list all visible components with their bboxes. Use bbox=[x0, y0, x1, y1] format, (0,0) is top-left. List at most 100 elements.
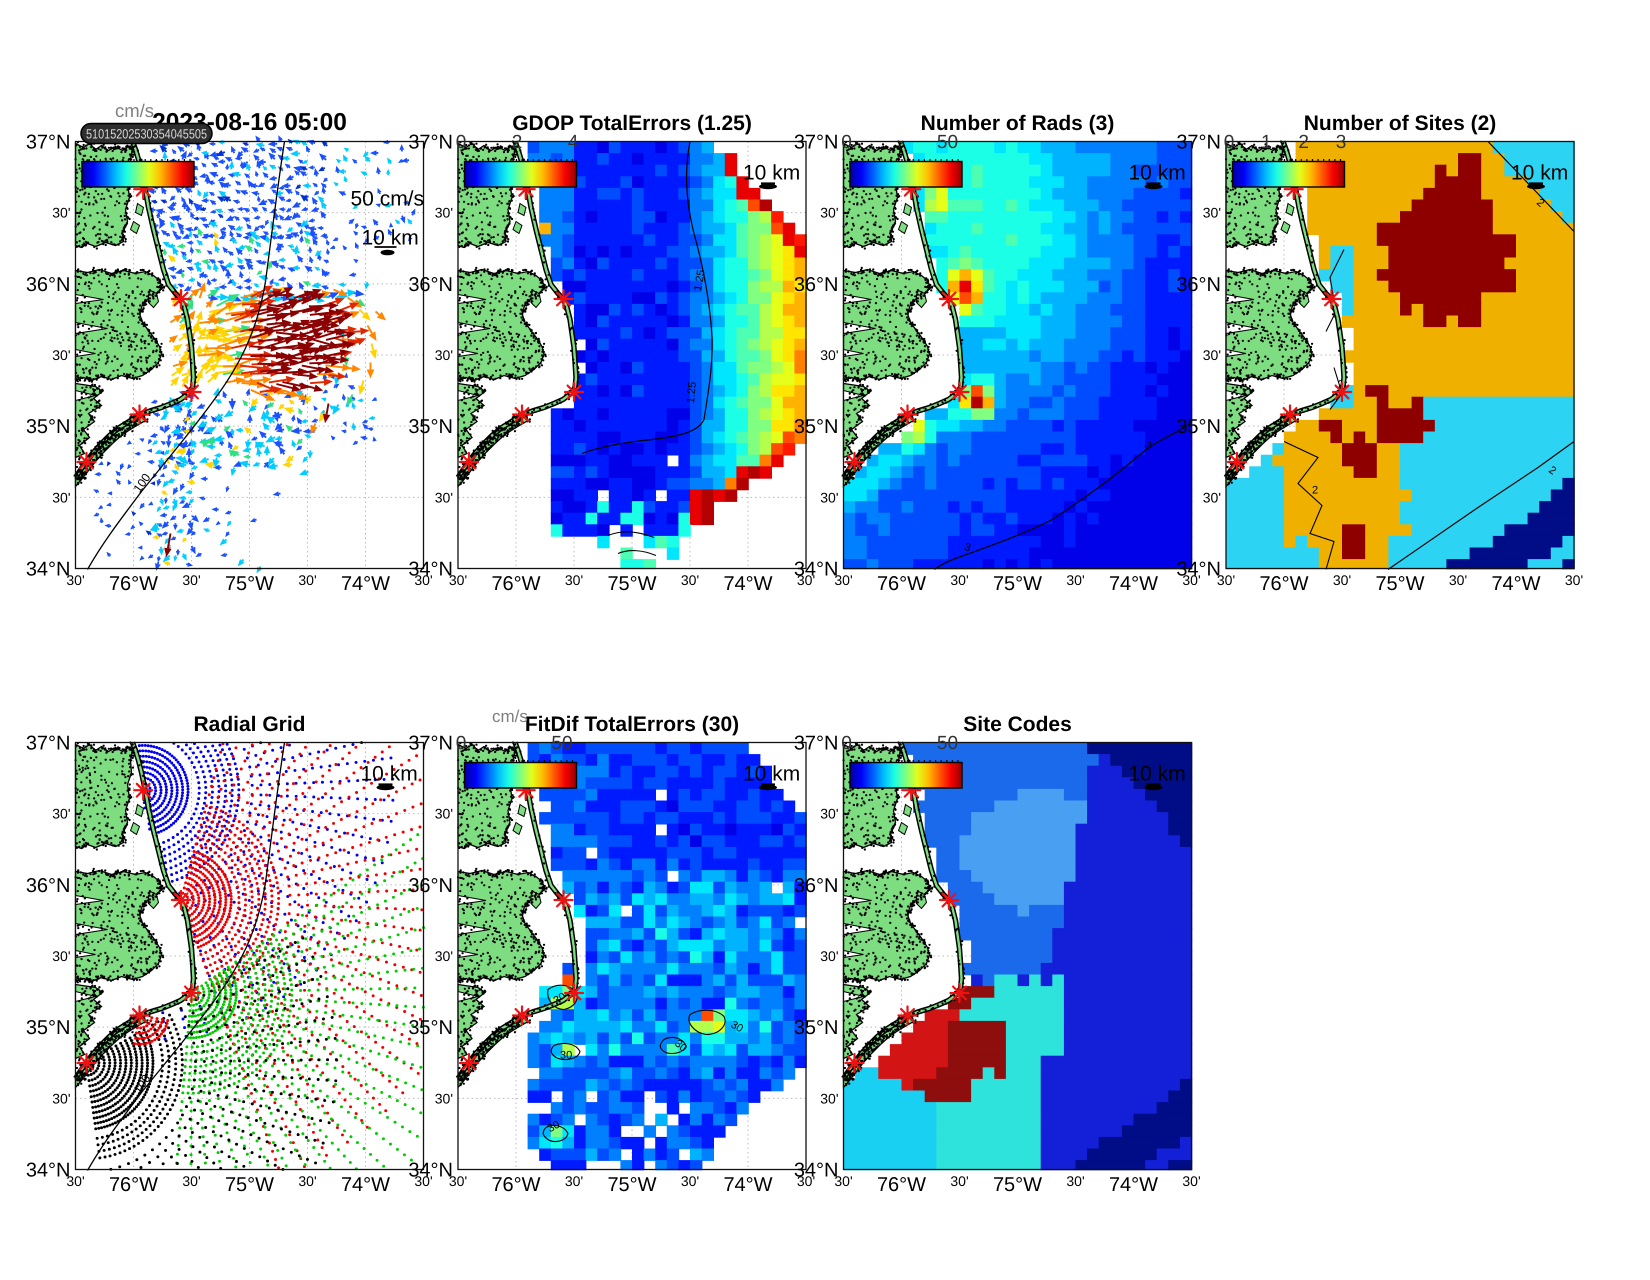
svg-text:35°N: 35°N bbox=[408, 1017, 453, 1039]
svg-text:10 km: 10 km bbox=[1511, 162, 1568, 185]
svg-text:74°W: 74°W bbox=[341, 573, 390, 595]
svg-text:35°N: 35°N bbox=[794, 416, 839, 438]
svg-text:10 km: 10 km bbox=[743, 763, 800, 786]
svg-text:30': 30' bbox=[797, 572, 815, 588]
svg-text:GDOP TotalErrors (1.25): GDOP TotalErrors (1.25) bbox=[512, 112, 752, 135]
svg-text:1.25: 1.25 bbox=[685, 381, 699, 403]
svg-text:36°N: 36°N bbox=[794, 875, 839, 897]
svg-text:37°N: 37°N bbox=[794, 733, 839, 755]
svg-text:37°N: 37°N bbox=[1176, 132, 1221, 154]
svg-text:30': 30' bbox=[66, 1173, 84, 1189]
svg-text:30': 30' bbox=[435, 806, 453, 822]
svg-text:75°W: 75°W bbox=[993, 1174, 1042, 1196]
svg-text:Site Codes: Site Codes bbox=[963, 713, 1072, 736]
svg-text:36°N: 36°N bbox=[26, 274, 71, 296]
svg-text:30': 30' bbox=[1217, 572, 1235, 588]
svg-text:50 cm/s: 50 cm/s bbox=[351, 188, 425, 211]
svg-text:30': 30' bbox=[52, 205, 70, 221]
svg-text:36°N: 36°N bbox=[794, 274, 839, 296]
svg-text:30': 30' bbox=[435, 948, 453, 964]
svg-text:0: 0 bbox=[1224, 132, 1235, 153]
svg-text:1.25: 1.25 bbox=[692, 269, 708, 292]
svg-text:36°N: 36°N bbox=[408, 875, 453, 897]
svg-text:30': 30' bbox=[820, 948, 838, 964]
svg-text:37°N: 37°N bbox=[26, 733, 71, 755]
svg-text:30': 30' bbox=[1449, 572, 1467, 588]
svg-text:76°W: 76°W bbox=[1259, 573, 1308, 595]
svg-text:51015202530354045505: 51015202530354045505 bbox=[86, 127, 207, 142]
svg-text:10 km: 10 km bbox=[1129, 162, 1186, 185]
svg-text:34°N: 34°N bbox=[26, 1160, 71, 1182]
svg-text:35°N: 35°N bbox=[794, 1017, 839, 1039]
svg-text:1: 1 bbox=[1261, 132, 1272, 153]
svg-text:74°W: 74°W bbox=[723, 573, 772, 595]
svg-text:30': 30' bbox=[797, 1173, 815, 1189]
svg-text:35°N: 35°N bbox=[26, 416, 71, 438]
svg-text:37°N: 37°N bbox=[408, 733, 453, 755]
svg-text:35°N: 35°N bbox=[1176, 416, 1221, 438]
svg-text:34°N: 34°N bbox=[1176, 559, 1221, 581]
svg-text:74°W: 74°W bbox=[1491, 573, 1540, 595]
svg-text:75°W: 75°W bbox=[607, 573, 656, 595]
svg-text:30': 30' bbox=[681, 1173, 699, 1189]
svg-text:0: 0 bbox=[456, 733, 467, 754]
svg-text:FitDif TotalErrors (30): FitDif TotalErrors (30) bbox=[525, 713, 739, 736]
svg-text:30': 30' bbox=[52, 1090, 70, 1106]
svg-text:50: 50 bbox=[937, 132, 958, 153]
svg-text:cm/s: cm/s bbox=[492, 707, 528, 726]
svg-text:10 km: 10 km bbox=[362, 227, 419, 250]
svg-text:30': 30' bbox=[950, 572, 968, 588]
svg-text:36°N: 36°N bbox=[408, 274, 453, 296]
svg-text:10 km: 10 km bbox=[361, 763, 418, 786]
svg-text:2: 2 bbox=[512, 132, 523, 153]
svg-text:76°W: 76°W bbox=[491, 1174, 540, 1196]
svg-text:0: 0 bbox=[841, 733, 852, 754]
svg-text:30': 30' bbox=[565, 1173, 583, 1189]
svg-text:50: 50 bbox=[937, 733, 958, 754]
svg-text:30': 30' bbox=[820, 1090, 838, 1106]
svg-text:75°W: 75°W bbox=[225, 573, 274, 595]
svg-text:30': 30' bbox=[1203, 205, 1221, 221]
svg-text:30': 30' bbox=[820, 806, 838, 822]
svg-text:34°N: 34°N bbox=[408, 1160, 453, 1182]
svg-text:30': 30' bbox=[449, 572, 467, 588]
svg-text:0: 0 bbox=[456, 132, 467, 153]
svg-text:37°N: 37°N bbox=[408, 132, 453, 154]
svg-text:30: 30 bbox=[546, 1119, 563, 1136]
svg-text:30': 30' bbox=[435, 347, 453, 363]
svg-text:30': 30' bbox=[834, 572, 852, 588]
svg-text:75°W: 75°W bbox=[993, 573, 1042, 595]
svg-text:30': 30' bbox=[298, 572, 316, 588]
svg-text:30': 30' bbox=[414, 572, 432, 588]
svg-text:30': 30' bbox=[1565, 572, 1583, 588]
svg-text:30': 30' bbox=[52, 806, 70, 822]
svg-text:76°W: 76°W bbox=[109, 1174, 158, 1196]
svg-text:30': 30' bbox=[1066, 572, 1084, 588]
svg-text:75°W: 75°W bbox=[225, 1174, 274, 1196]
svg-text:4: 4 bbox=[568, 132, 579, 153]
svg-text:3: 3 bbox=[962, 541, 972, 554]
svg-text:30': 30' bbox=[449, 1173, 467, 1189]
svg-text:30': 30' bbox=[435, 205, 453, 221]
svg-text:10 km: 10 km bbox=[743, 162, 800, 185]
svg-text:75°W: 75°W bbox=[1375, 573, 1424, 595]
svg-text:30': 30' bbox=[820, 489, 838, 505]
svg-text:cm/s: cm/s bbox=[115, 100, 154, 121]
svg-text:2: 2 bbox=[1546, 464, 1558, 477]
svg-text:76°W: 76°W bbox=[877, 573, 926, 595]
svg-text:35°N: 35°N bbox=[26, 1017, 71, 1039]
svg-text:30': 30' bbox=[1182, 1173, 1200, 1189]
svg-text:Radial Grid: Radial Grid bbox=[193, 713, 305, 736]
svg-text:30': 30' bbox=[1182, 572, 1200, 588]
svg-text:Number of Rads (3): Number of Rads (3) bbox=[921, 112, 1115, 135]
svg-text:30': 30' bbox=[298, 1173, 316, 1189]
svg-text:30': 30' bbox=[52, 948, 70, 964]
svg-text:36°N: 36°N bbox=[1176, 274, 1221, 296]
svg-text:30': 30' bbox=[182, 572, 200, 588]
svg-text:30: 30 bbox=[729, 1019, 746, 1036]
svg-text:74°W: 74°W bbox=[1109, 573, 1158, 595]
svg-text:34°N: 34°N bbox=[794, 559, 839, 581]
svg-text:30': 30' bbox=[565, 572, 583, 588]
svg-text:3: 3 bbox=[1336, 132, 1347, 153]
svg-text:75°W: 75°W bbox=[607, 1174, 656, 1196]
